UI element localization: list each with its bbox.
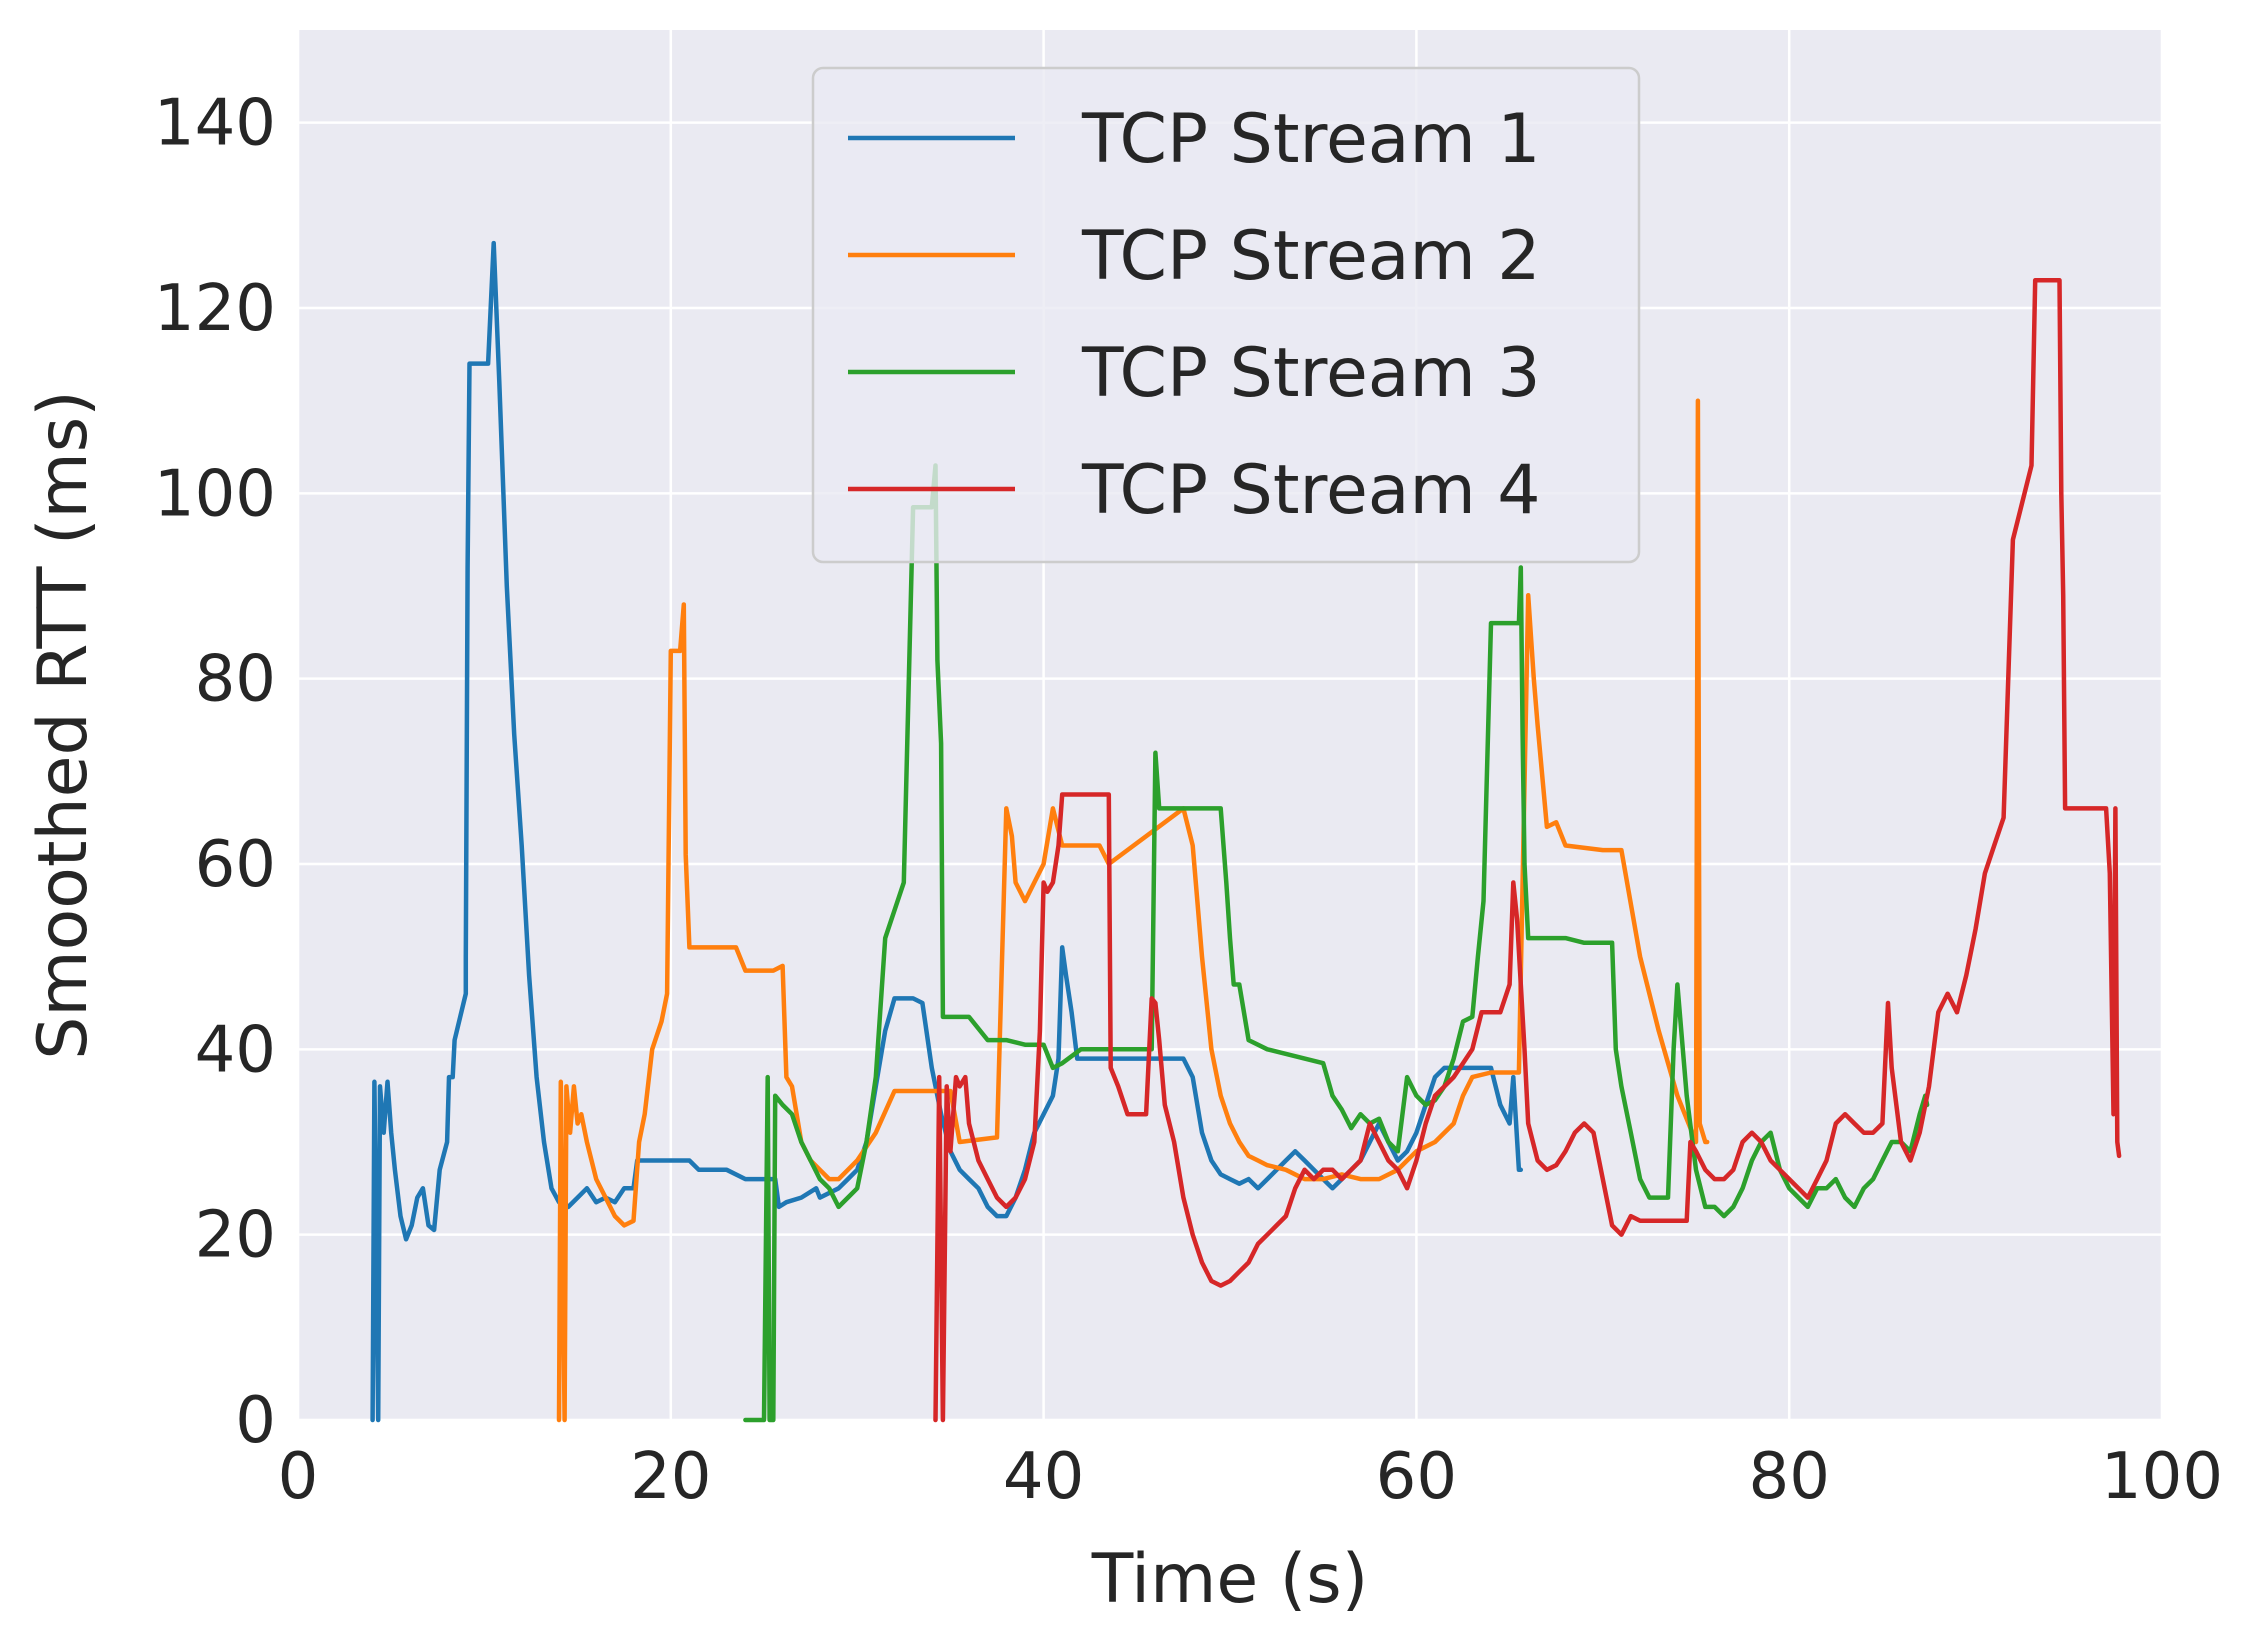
x-tick-labels: 0 20 40 60 80 100 [278,1440,2223,1514]
x-tick-label-1: 20 [630,1440,711,1514]
y-tick-label-4: 80 [195,643,276,717]
x-tick-label-0: 0 [278,1440,319,1514]
x-tick-label-5: 100 [2101,1440,2223,1514]
legend-label-1: TCP Stream 1 [1081,100,1541,179]
x-tick-label-3: 60 [1376,1440,1457,1514]
legend-label-3: TCP Stream 3 [1081,334,1541,413]
legend-box [811,66,1641,564]
series-line-3 [743,463,1930,1423]
y-axis-title: Smoothed RTT (ms) [24,390,103,1060]
y-tick-label-3: 60 [195,828,276,902]
y-tick-label-2: 40 [195,1013,276,1087]
legend-label-4: TCP Stream 4 [1081,451,1541,530]
y-tick-label-6: 120 [154,272,276,346]
x-tick-label-4: 80 [1748,1440,1829,1514]
y-tick-labels: 0 20 40 60 80 100 120 140 [154,87,276,1458]
x-axis-title: Time (s) [1091,1540,1369,1619]
series-line-1 [370,240,1524,1423]
x-tick-label-2: 40 [1003,1440,1084,1514]
y-tick-label-0: 0 [235,1384,276,1458]
legend-label-2: TCP Stream 2 [1081,217,1541,296]
y-tick-label-7: 140 [154,87,276,161]
series-line-4 [933,277,2122,1423]
y-tick-label-5: 100 [154,457,276,531]
legend: TCP Stream 1 TCP Stream 2 TCP Stream 3 TCP … [811,66,1641,564]
y-tick-label-1: 20 [195,1199,276,1273]
series-lines [370,240,2122,1423]
